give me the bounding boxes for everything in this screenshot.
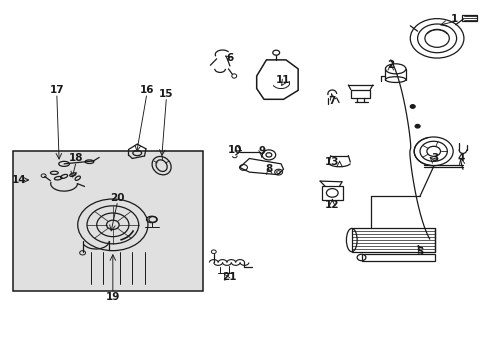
- Text: 20: 20: [110, 193, 125, 203]
- Text: 3: 3: [430, 153, 437, 163]
- Text: 6: 6: [226, 53, 233, 63]
- Text: 14: 14: [12, 175, 26, 185]
- Circle shape: [414, 125, 419, 128]
- Text: 19: 19: [105, 292, 120, 302]
- Bar: [462, 15, 476, 21]
- Text: 2: 2: [386, 60, 394, 70]
- Bar: [361, 254, 434, 261]
- Text: 1: 1: [449, 14, 457, 24]
- Text: 13: 13: [325, 157, 339, 167]
- Text: 18: 18: [69, 153, 83, 163]
- Text: 5: 5: [416, 247, 423, 257]
- Bar: [13, 151, 203, 291]
- Bar: [351, 228, 434, 252]
- Text: 16: 16: [140, 85, 154, 95]
- Text: 12: 12: [325, 200, 339, 210]
- Text: 10: 10: [227, 144, 242, 154]
- Text: 7: 7: [328, 96, 335, 106]
- Bar: [350, 90, 369, 98]
- Text: 4: 4: [457, 153, 464, 163]
- Text: 17: 17: [49, 85, 64, 95]
- Text: 11: 11: [276, 75, 290, 85]
- Circle shape: [409, 105, 414, 108]
- Text: 8: 8: [264, 164, 272, 174]
- Text: 9: 9: [258, 146, 264, 156]
- Bar: [321, 186, 342, 200]
- Text: 15: 15: [159, 89, 173, 99]
- Text: 21: 21: [222, 272, 237, 282]
